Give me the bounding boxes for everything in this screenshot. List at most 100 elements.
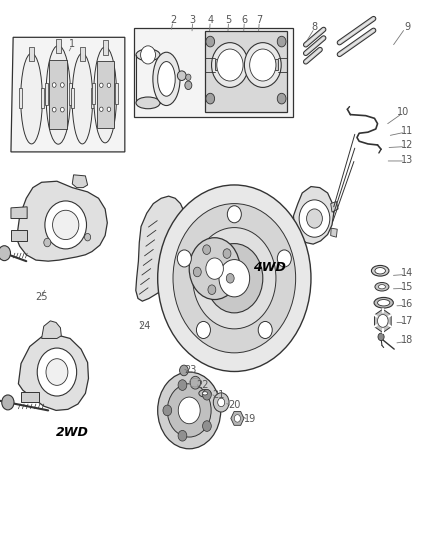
Ellipse shape: [378, 285, 385, 289]
Ellipse shape: [371, 265, 389, 276]
Bar: [80, 47, 85, 61]
Circle shape: [202, 421, 211, 431]
Polygon shape: [11, 207, 27, 219]
Circle shape: [2, 395, 14, 410]
Bar: [41, 88, 43, 108]
Polygon shape: [231, 411, 244, 425]
Text: 1: 1: [69, 39, 75, 49]
Circle shape: [177, 250, 191, 267]
Circle shape: [203, 245, 211, 254]
Text: 25: 25: [35, 292, 48, 302]
Circle shape: [185, 81, 192, 90]
Ellipse shape: [94, 47, 117, 143]
Circle shape: [186, 74, 191, 80]
Circle shape: [180, 365, 188, 376]
Ellipse shape: [21, 53, 42, 144]
Circle shape: [178, 431, 187, 441]
Circle shape: [277, 93, 286, 104]
Circle shape: [244, 43, 281, 87]
Circle shape: [378, 333, 384, 341]
Ellipse shape: [136, 49, 160, 61]
Circle shape: [227, 206, 241, 223]
Text: 20: 20: [228, 400, 240, 410]
Polygon shape: [374, 309, 391, 333]
Circle shape: [60, 107, 64, 112]
Bar: [29, 47, 34, 61]
Circle shape: [307, 209, 322, 228]
Bar: [49, 60, 67, 130]
Polygon shape: [293, 187, 334, 244]
Circle shape: [163, 405, 172, 416]
Bar: [19, 88, 22, 108]
Circle shape: [190, 376, 201, 389]
Ellipse shape: [53, 211, 79, 240]
Text: 11: 11: [401, 126, 413, 135]
Ellipse shape: [374, 297, 393, 308]
Text: 2: 2: [170, 15, 176, 25]
Circle shape: [208, 285, 216, 295]
Circle shape: [277, 36, 286, 47]
Polygon shape: [205, 31, 287, 112]
Circle shape: [206, 244, 263, 313]
Bar: [92, 83, 95, 104]
Polygon shape: [11, 37, 125, 152]
Bar: [56, 39, 61, 53]
Text: 18: 18: [401, 335, 413, 345]
Polygon shape: [72, 175, 88, 188]
Circle shape: [158, 372, 221, 449]
Circle shape: [189, 238, 240, 300]
Text: 12: 12: [401, 140, 413, 150]
Circle shape: [99, 107, 103, 111]
Circle shape: [44, 238, 51, 247]
Text: 10: 10: [397, 107, 409, 117]
Circle shape: [46, 359, 68, 385]
Text: 2WD: 2WD: [56, 426, 89, 439]
Bar: [97, 61, 113, 128]
Ellipse shape: [199, 390, 211, 397]
Polygon shape: [136, 196, 186, 301]
Ellipse shape: [153, 52, 180, 106]
Circle shape: [202, 390, 211, 400]
Text: 22: 22: [196, 380, 208, 390]
Circle shape: [60, 83, 64, 87]
Circle shape: [193, 267, 201, 277]
Text: 13: 13: [401, 155, 413, 165]
Circle shape: [107, 107, 111, 111]
Bar: [91, 88, 94, 108]
Circle shape: [178, 379, 187, 390]
Ellipse shape: [177, 71, 186, 80]
Circle shape: [234, 415, 240, 422]
Ellipse shape: [45, 201, 86, 249]
Bar: [69, 83, 72, 104]
Polygon shape: [331, 201, 338, 212]
Polygon shape: [18, 335, 88, 410]
Circle shape: [223, 249, 231, 259]
Polygon shape: [42, 321, 61, 338]
Ellipse shape: [46, 46, 71, 144]
Ellipse shape: [202, 392, 208, 395]
Circle shape: [378, 314, 388, 327]
Ellipse shape: [378, 300, 390, 306]
Text: 14: 14: [401, 268, 413, 278]
Text: 19: 19: [244, 415, 256, 424]
Circle shape: [107, 83, 111, 87]
Polygon shape: [331, 228, 337, 237]
Circle shape: [85, 233, 91, 241]
Ellipse shape: [72, 53, 92, 144]
Circle shape: [206, 258, 223, 279]
Bar: [115, 83, 118, 104]
Text: 15: 15: [401, 282, 413, 292]
Text: 21: 21: [212, 391, 224, 400]
Circle shape: [217, 49, 243, 81]
Text: 6: 6: [241, 15, 247, 25]
Circle shape: [219, 260, 250, 297]
Circle shape: [193, 228, 276, 329]
Ellipse shape: [136, 97, 160, 109]
Text: 5: 5: [226, 15, 232, 25]
Circle shape: [218, 398, 225, 407]
Polygon shape: [252, 59, 278, 70]
Circle shape: [250, 49, 276, 81]
Bar: [45, 83, 48, 104]
Circle shape: [158, 185, 311, 372]
Text: 3: 3: [190, 15, 196, 25]
